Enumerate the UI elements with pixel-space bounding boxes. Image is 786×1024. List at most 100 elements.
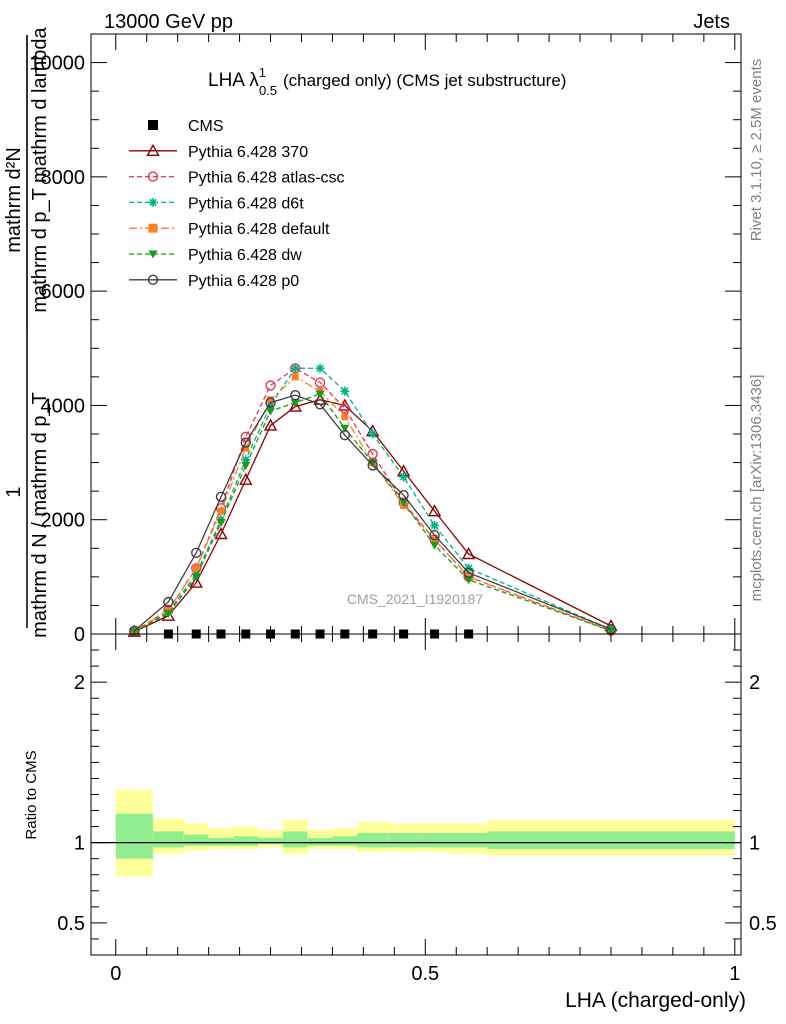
- legend-label: Pythia 6.428 370: [188, 144, 308, 161]
- ratio-x-tick-label: 1: [729, 963, 740, 985]
- ratio-y-label: Ratio to CMS: [23, 750, 40, 839]
- marker-triangle: [146, 143, 160, 157]
- marker-asterisk: [266, 400, 276, 410]
- marker-triangle-down: [266, 407, 276, 416]
- marker-triangle-down: [129, 628, 139, 637]
- marker-triangle-down: [399, 499, 409, 508]
- series-pythia-6-428-dw: [129, 390, 616, 637]
- marker-triangle-down: [191, 573, 201, 582]
- ratio-y-axis: 0.5 0.5 1 1 2 2: [57, 649, 777, 940]
- series-layer: [127, 363, 618, 639]
- ratio-inner-band: [208, 837, 234, 846]
- side-label-rivet: Rivet 3.1.10, ≥ 2.5M events: [748, 59, 765, 242]
- ratio-inner-band: [450, 833, 488, 848]
- legend-entry: Pythia 6.428 atlas-csc: [129, 170, 345, 187]
- legend: CMS Pythia 6.428 370 Pythia 6.428 atlas-cs…: [129, 118, 345, 290]
- series-line: [134, 393, 612, 633]
- ratio-inner-band: [183, 834, 209, 846]
- marker-asterisk: [340, 386, 350, 396]
- main-y-tick-label: 6000: [41, 281, 86, 303]
- marker-circle: [163, 596, 174, 608]
- ratio-inner-band: [332, 836, 358, 846]
- side-label-mcplots: mcplots.cern.ch [arXiv:1306.3436]: [748, 375, 765, 602]
- y-label-denominator: mathrm d N / mathrm d p_T: [29, 392, 51, 638]
- marker-asterisk: [430, 520, 440, 530]
- ratio-inner-band: [258, 837, 283, 845]
- legend-entry: Pythia 6.428 370: [129, 144, 308, 161]
- marker-circle: [240, 437, 251, 448]
- marker-square: [148, 120, 158, 130]
- ratio-frame: [90, 633, 742, 956]
- marker-circle: [265, 397, 276, 408]
- marker-square-filled: [148, 223, 158, 233]
- legend-label: CMS: [188, 118, 224, 135]
- marker-asterisk: [399, 472, 409, 482]
- marker-circle: [367, 460, 378, 471]
- chart-title-main: LHA λ: [208, 70, 259, 91]
- legend-label: Pythia 6.428 d6t: [188, 195, 304, 212]
- marker-asterisk: [368, 429, 378, 439]
- marker-circle: [147, 274, 159, 285]
- marker-triangle: [427, 504, 442, 517]
- ratio-y-tick-label: 1: [74, 833, 85, 855]
- legend-label: Pythia 6.428 default: [188, 221, 330, 238]
- ratio-inner-band: [115, 813, 153, 859]
- ratio-inner-band: [357, 833, 389, 848]
- marker-circle: [463, 567, 474, 579]
- header-right: Jets: [693, 11, 730, 33]
- main-x-ticks: [115, 34, 736, 634]
- marker-square-filled: [242, 444, 250, 452]
- marker-triangle: [461, 547, 476, 560]
- ratio-y-tick-label-right: 1: [749, 833, 760, 855]
- main-y-tick-label: 0: [74, 624, 85, 646]
- legend-entry: Pythia 6.428 p0: [129, 273, 299, 290]
- marker-circle: [314, 377, 326, 388]
- marker-asterisk: [148, 197, 158, 207]
- marker-triangle-down: [163, 609, 173, 618]
- series-line: [133, 367, 612, 632]
- ratio-inner-band: [388, 833, 420, 848]
- marker-asterisk: [290, 363, 300, 373]
- main-y-tick-label: 8000: [41, 167, 86, 189]
- chart-title-rest: (charged only) (CMS jet substructure): [283, 71, 566, 90]
- header-left: 13000 GeV pp: [104, 11, 233, 33]
- ratio-panel: 0.5 0.51 12 2 0 0.5 1 Ratio to CMS LHA (charg…: [23, 633, 777, 1012]
- marker-triangle: [239, 472, 253, 485]
- main-y-tick-label: 4000: [41, 395, 86, 417]
- marker-triangle-down: [241, 461, 251, 470]
- marker-circle: [147, 171, 159, 182]
- marker-square-filled: [267, 396, 275, 404]
- ratio-y-tick-label: 2: [74, 672, 85, 694]
- ratio-inner-band: [487, 831, 735, 850]
- ratio-x-tick-label: 0: [110, 963, 121, 985]
- marker-circle: [339, 403, 351, 414]
- watermark: CMS_2021_I1920187: [347, 591, 483, 607]
- series-line: [133, 376, 612, 632]
- marker-triangle: [189, 575, 203, 588]
- chart-title-sup: 1: [259, 65, 266, 80]
- ratio-x-tick-label: 0.5: [411, 963, 439, 985]
- marker-square-filled: [192, 564, 200, 572]
- ratio-inner-band: [282, 831, 308, 848]
- legend-label: Pythia 6.428 dw: [188, 247, 302, 264]
- series-line: [134, 367, 612, 632]
- legend-label: Pythia 6.428 atlas-csc: [188, 170, 345, 187]
- marker-asterisk: [315, 363, 325, 373]
- y-axis-label: 1 mathrm d N / mathrm d p_T mathrm d²N m…: [3, 26, 51, 637]
- marker-triangle-down: [148, 250, 158, 259]
- series-pythia-6-428-p0: [129, 389, 617, 637]
- marker-circle: [129, 625, 140, 637]
- y-label-one: 1: [3, 486, 25, 497]
- legend-entry: Pythia 6.428 dw: [129, 247, 302, 264]
- marker-triangle-down: [606, 627, 616, 636]
- marker-circle: [339, 429, 351, 441]
- marker-triangle-down: [216, 519, 226, 528]
- ratio-inner-band: [419, 833, 451, 848]
- marker-circle: [215, 491, 227, 503]
- ratio-inner-band: [152, 831, 184, 848]
- marker-asterisk: [241, 455, 251, 465]
- main-y-axis: 0 2000 4000 6000 8000 10000: [29, 33, 741, 646]
- marker-square-filled: [341, 413, 349, 421]
- ratio-x-axis: 0 0.5 1: [110, 634, 740, 985]
